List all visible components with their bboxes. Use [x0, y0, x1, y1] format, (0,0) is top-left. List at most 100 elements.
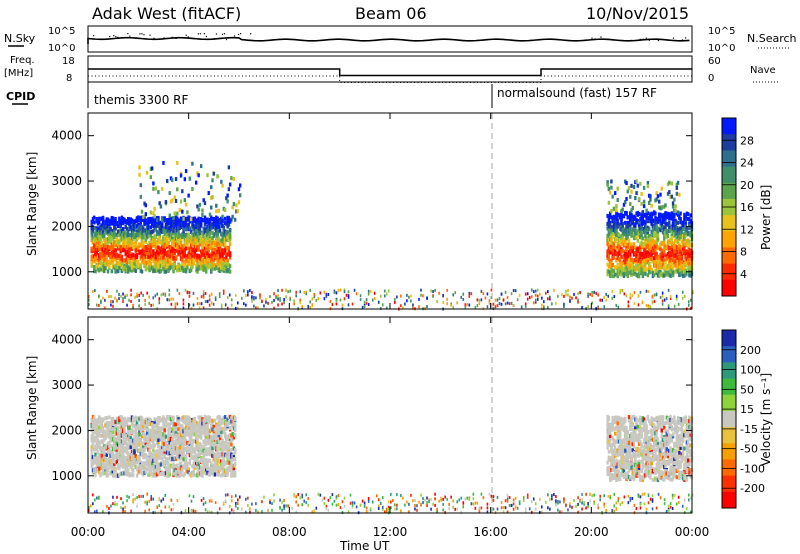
- data-cell: [606, 213, 609, 218]
- data-cell: [607, 253, 611, 258]
- data-cell: [664, 203, 667, 208]
- data-cell: [673, 208, 676, 213]
- data-cell: [688, 221, 691, 226]
- data-cell: [183, 224, 187, 229]
- data-cell: [142, 260, 145, 265]
- data-cell: [641, 227, 645, 232]
- data-cell: [116, 265, 120, 270]
- data-cell: [646, 211, 650, 216]
- data-cell: [685, 249, 689, 254]
- data-cell: [621, 268, 624, 273]
- data-cell: [656, 266, 660, 271]
- data-cell: [98, 430, 101, 435]
- data-cell: [446, 297, 448, 301]
- data-cell: [90, 444, 93, 449]
- data-cell: [206, 219, 209, 224]
- velocity-data-cells: [88, 414, 694, 515]
- data-cell: [106, 431, 110, 436]
- data-cell: [611, 194, 614, 199]
- data-cell: [103, 257, 106, 262]
- data-cell: [154, 257, 158, 262]
- data-cell: [140, 462, 144, 467]
- data-cell: [615, 233, 618, 238]
- data-cell: [664, 225, 667, 230]
- data-cell: [613, 215, 617, 220]
- data-cell: [119, 456, 122, 461]
- data-cell: [191, 259, 194, 264]
- data-cell: [285, 288, 287, 292]
- data-cell: [309, 300, 312, 304]
- data-cell: [116, 233, 120, 238]
- data-cell: [675, 262, 679, 267]
- data-cell: [686, 230, 690, 235]
- data-cell: [345, 293, 348, 297]
- data-cell: [105, 229, 109, 234]
- data-cell: [636, 249, 640, 254]
- data-cell: [123, 431, 126, 436]
- data-cell: [173, 250, 176, 255]
- data-cell: [293, 302, 295, 306]
- data-cell: [113, 471, 116, 476]
- data-cell: [153, 469, 156, 474]
- data-cell: [144, 420, 148, 425]
- data-cell: [530, 288, 533, 292]
- data-cell: [680, 244, 684, 249]
- data-cell: [637, 253, 641, 258]
- data-cell: [651, 274, 655, 279]
- data-cell: [91, 455, 95, 460]
- data-cell: [118, 244, 121, 249]
- data-cell: [110, 300, 112, 304]
- data-cell: [213, 226, 217, 231]
- data-cell: [121, 238, 125, 243]
- data-cell: [147, 230, 150, 235]
- data-cell: [317, 297, 320, 301]
- data-cell: [606, 226, 609, 231]
- data-cell: [155, 449, 159, 454]
- data-cell: [676, 239, 680, 244]
- nsearch-point: [185, 34, 187, 36]
- data-cell: [211, 241, 214, 246]
- data-cell: [116, 240, 120, 245]
- data-cell: [133, 456, 136, 461]
- data-cell: [163, 238, 166, 243]
- data-cell: [183, 217, 187, 222]
- data-cell: [635, 256, 638, 261]
- data-cell: [171, 265, 174, 270]
- data-cell: [621, 248, 624, 253]
- data-cell: [106, 237, 110, 242]
- data-cell: [163, 266, 166, 271]
- data-cell: [196, 297, 199, 301]
- data-cell: [227, 220, 231, 225]
- data-cell: [140, 244, 144, 249]
- data-cell: [169, 232, 173, 237]
- data-cell: [106, 250, 110, 255]
- data-cell: [666, 239, 670, 244]
- data-cell: [221, 218, 224, 223]
- data-cell: [120, 425, 124, 430]
- data-cell: [194, 226, 198, 231]
- data-cell: [159, 224, 163, 229]
- data-cell: [478, 298, 481, 302]
- data-cell: [644, 224, 647, 229]
- data-cell: [145, 417, 149, 422]
- data-cell: [625, 272, 628, 277]
- data-cell: [663, 236, 666, 241]
- data-cell: [658, 205, 661, 210]
- data-cell: [155, 223, 159, 228]
- data-cell: [101, 439, 105, 444]
- data-cell: [646, 228, 650, 233]
- data-cell: [127, 240, 130, 245]
- data-cell: [139, 428, 142, 433]
- data-cell: [671, 226, 675, 231]
- data-cell: [689, 225, 692, 230]
- data-cell: [645, 236, 648, 241]
- data-cell: [379, 294, 382, 298]
- data-cell: [194, 241, 198, 246]
- data-cell: [215, 256, 218, 261]
- data-cell: [639, 264, 642, 269]
- data-cell: [269, 295, 271, 299]
- data-cell: [323, 290, 326, 294]
- data-cell: [199, 252, 203, 257]
- nsearch-point: [240, 33, 242, 35]
- data-cell: [664, 244, 667, 249]
